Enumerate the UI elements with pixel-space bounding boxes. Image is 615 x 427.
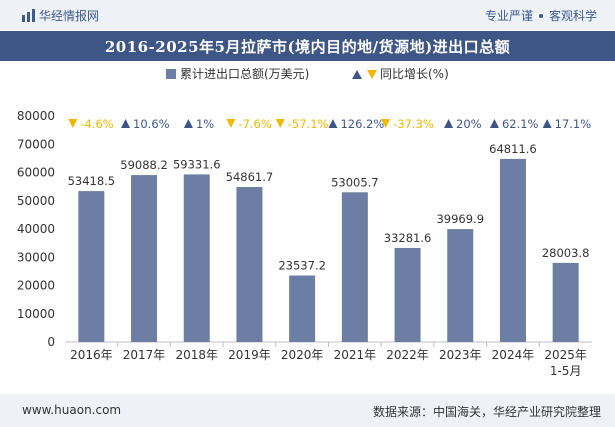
y-tick-label: 70000	[17, 137, 55, 151]
growth-label: 62.1%	[502, 117, 539, 131]
growth-label: 20%	[456, 117, 482, 131]
top-banner: 华经情报网 专业严谨 客观科学	[0, 0, 615, 30]
x-tick-label: 2018年	[175, 348, 218, 362]
brand-name: 华经情报网	[39, 8, 100, 23]
y-tick-label: 20000	[17, 279, 55, 293]
tagline-dot-icon	[538, 13, 543, 18]
bar-value-label: 64811.6	[489, 142, 537, 156]
bar	[236, 187, 263, 342]
tagline-right: 客观科学	[548, 9, 597, 23]
y-tick-label: 40000	[17, 222, 55, 236]
growth-down-arrow-icon	[275, 119, 285, 128]
bar	[394, 247, 421, 342]
x-tick-label: 2017年	[123, 348, 166, 362]
growth-label: -7.6%	[238, 117, 271, 131]
x-tick-label: 2020年	[281, 348, 324, 362]
x-tick-label: 2025年	[544, 348, 587, 362]
x-tick-label: 2019年	[228, 348, 271, 362]
growth-label: 126.2%	[340, 117, 384, 131]
tagline-left: 专业严谨	[484, 9, 533, 23]
legend-up-arrow-icon	[352, 70, 362, 79]
x-tick-label: 2024年	[492, 348, 535, 362]
bar-value-label: 28003.8	[542, 246, 590, 260]
brand-logo-icon	[22, 8, 35, 22]
bar-value-label: 53418.5	[68, 174, 116, 188]
footer-url: www.huaon.com	[22, 403, 122, 417]
growth-label: 1%	[196, 117, 214, 131]
bar-value-label: 53005.7	[331, 175, 379, 189]
bar-value-label: 23537.2	[278, 259, 326, 273]
bar-value-label: 54861.7	[226, 170, 274, 184]
y-tick-label: 80000	[17, 109, 55, 123]
growth-label: -57.1%	[288, 117, 329, 131]
bar-value-label: 33281.6	[384, 231, 432, 245]
y-tick-label: 30000	[17, 250, 55, 264]
x-tick-label: 1-5月	[550, 364, 582, 378]
title-bar: 2016-2025年5月拉萨市(境内目的地/货源地)进出口总额	[0, 31, 615, 61]
bar	[131, 175, 158, 342]
growth-up-arrow-icon	[328, 119, 338, 128]
bar-chart: 累计进出口总额(万美元) 同比增长(%) 0 10000 20000 30000 40000…	[17, 67, 592, 378]
bar-value-label: 59331.6	[173, 157, 221, 171]
y-tick-label: 0	[47, 335, 55, 349]
tagline: 专业严谨 客观科学	[485, 7, 597, 24]
legend-label-total: 累计进出口总额(万美元)	[180, 67, 309, 81]
brand: 华经情报网	[22, 7, 99, 23]
legend-swatch-total	[166, 69, 176, 79]
bar	[499, 158, 526, 342]
bar	[289, 275, 316, 342]
growth-label: 17.1%	[555, 117, 592, 131]
x-tick-label: 2021年	[334, 348, 377, 362]
growth-up-arrow-icon	[444, 119, 454, 128]
growth-down-arrow-icon	[381, 119, 391, 128]
y-tick-label: 10000	[17, 307, 55, 321]
growth-label: -37.3%	[393, 117, 434, 131]
bar-value-label: 39969.9	[436, 212, 484, 226]
x-tick-label: 2023年	[439, 348, 482, 362]
growth-label: 10.6%	[133, 117, 170, 131]
y-tick-label: 60000	[17, 166, 55, 180]
bar	[183, 174, 210, 342]
y-tick-label: 50000	[17, 194, 55, 208]
growth-up-arrow-icon	[489, 119, 499, 128]
legend-down-arrow-icon	[367, 70, 377, 79]
growth-up-arrow-icon	[183, 119, 193, 128]
footer-source: 数据来源：中国海关，华经产业研究院整理	[372, 405, 601, 419]
bar	[552, 262, 579, 342]
growth-up-arrow-icon	[121, 119, 131, 128]
bar	[447, 229, 474, 342]
legend-label-growth: 同比增长(%)	[380, 67, 449, 81]
bar	[341, 192, 368, 342]
growth-down-arrow-icon	[226, 119, 236, 128]
footer: www.huaon.com 数据来源：中国海关，华经产业研究院整理	[0, 394, 615, 427]
chart-title: 2016-2025年5月拉萨市(境内目的地/货源地)进出口总额	[104, 37, 511, 56]
x-tick-label: 2016年	[70, 348, 113, 362]
growth-up-arrow-icon	[542, 119, 552, 128]
bar	[78, 191, 105, 342]
growth-label: -4.6%	[80, 117, 113, 131]
x-tick-label: 2022年	[386, 348, 429, 362]
bar-value-label: 59088.2	[120, 158, 168, 172]
growth-down-arrow-icon	[68, 119, 78, 128]
